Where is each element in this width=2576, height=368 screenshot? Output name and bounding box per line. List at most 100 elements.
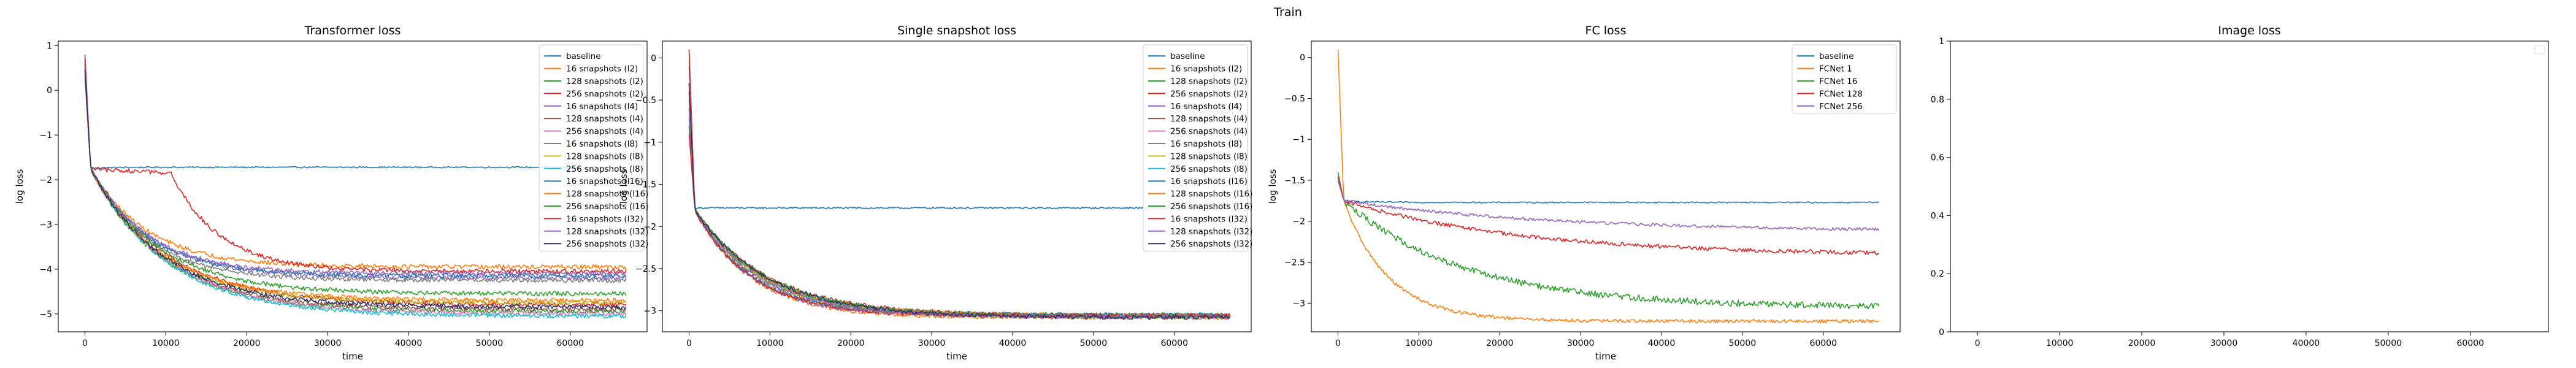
legend-entry: baseline xyxy=(566,52,601,61)
x-tick-label: 10000 xyxy=(1405,339,1433,348)
plot-frame xyxy=(1950,40,2549,332)
chart-panel-3: FC loss 0 10000 20000 30000 40000 50000 60000 −3… xyxy=(1267,24,1901,362)
y-tick-label: −1 xyxy=(643,138,656,148)
series-line xyxy=(84,59,627,274)
chart-title: Transformer loss xyxy=(304,24,401,37)
series-line xyxy=(84,74,627,278)
y-tick-label: 0.2 xyxy=(1931,269,1944,279)
chart-panel-4: Image loss 0 10000 20000 30000 40000 50000 6000… xyxy=(1931,24,2549,348)
y-tick-label: −1 xyxy=(1292,135,1305,145)
x-tick-label: 10000 xyxy=(756,339,784,348)
x-axis-label: time xyxy=(1595,351,1616,362)
legend-box xyxy=(1143,44,1248,251)
legend-entry: 16 snapshots (l2) xyxy=(566,64,638,74)
x-tick-label: 20000 xyxy=(233,339,261,348)
legend-entry: 16 snapshots (l32) xyxy=(1170,214,1248,224)
series-group xyxy=(688,49,1231,320)
legend-entry: 16 snapshots (l4) xyxy=(1170,102,1242,112)
y-tick-label: −2.5 xyxy=(635,264,656,274)
series-line xyxy=(1337,49,1880,324)
y-tick-label: −1.5 xyxy=(635,180,656,190)
y-tick-label: 0 xyxy=(1300,53,1305,63)
legend-entry: 256 snapshots (l32) xyxy=(566,239,648,249)
legend-entry: FCNet 16 xyxy=(1819,77,1857,86)
legend-entry: FCNet 1 xyxy=(1819,64,1852,74)
x-tick-label: 40000 xyxy=(1648,339,1676,348)
y-tick-label: −1.5 xyxy=(1284,176,1305,186)
legend-entry: 128 snapshots (l8) xyxy=(1170,151,1248,161)
x-tick-label: 40000 xyxy=(395,339,423,348)
legend-entry: 256 snapshots (l2) xyxy=(566,89,643,99)
x-tick-label: 60000 xyxy=(1160,339,1188,348)
x-axis-label: time xyxy=(946,351,967,362)
chart-title: FC loss xyxy=(1585,24,1627,37)
legend-entry: FCNet 256 xyxy=(1819,102,1863,112)
x-tick-label: 60000 xyxy=(2456,339,2484,348)
y-axis-label: log loss xyxy=(1267,169,1278,204)
x-tick-label: 0 xyxy=(82,339,88,348)
y-tick-label: 0 xyxy=(651,53,656,63)
series-line xyxy=(1337,172,1880,310)
x-tick-label: 50000 xyxy=(1729,339,1757,348)
legend-entry: 128 snapshots (l32) xyxy=(566,227,648,237)
legend-entry: 128 snapshots (l2) xyxy=(566,77,643,86)
legend: baseline FCNet 1 FCNet 16 FCNet 128 FCNet 25… xyxy=(1792,44,1897,114)
y-tick-label: −4 xyxy=(39,265,52,275)
legend-entry: 16 snapshots (l16) xyxy=(566,177,643,186)
y-axis-label: log loss xyxy=(618,169,629,204)
x-tick-label: 30000 xyxy=(314,339,342,348)
chart-panel-1: Transformer loss 0 10000 20000 30000 40000 500… xyxy=(14,24,648,362)
legend-entry: 128 snapshots (l32) xyxy=(1170,227,1252,237)
series-line xyxy=(1337,180,1880,231)
legend-entry: 16 snapshots (l16) xyxy=(1170,177,1248,186)
y-tick-label: −3 xyxy=(643,307,656,316)
y-tick-label: −2 xyxy=(39,175,52,185)
plot-frame xyxy=(1311,40,1901,332)
series-line xyxy=(1337,176,1879,256)
y-tick-label: −2.5 xyxy=(1284,258,1305,268)
y-tick-label: −0.5 xyxy=(1284,94,1305,104)
series-line xyxy=(1337,176,1879,204)
legend-entry: 16 snapshots (l32) xyxy=(566,214,643,224)
series-line xyxy=(688,83,1230,320)
x-tick-label: 60000 xyxy=(1809,339,1837,348)
legend-entry: 256 snapshots (l2) xyxy=(1170,89,1248,99)
x-tick-label: 50000 xyxy=(476,339,504,348)
legend-entry: 256 snapshots (l16) xyxy=(566,202,648,212)
y-tick-label: 0.6 xyxy=(1931,153,1944,163)
y-tick-label: 1 xyxy=(47,41,52,51)
legend-entry: 256 snapshots (l4) xyxy=(1170,127,1248,137)
y-tick-label: −2 xyxy=(643,222,656,232)
legend-entry: 128 snapshots (l2) xyxy=(1170,77,1248,86)
legend-entry: 16 snapshots (l8) xyxy=(1170,139,1242,149)
y-tick-label: −0.5 xyxy=(635,96,656,105)
legend-entry: baseline xyxy=(1819,52,1854,61)
legend-entry: 128 snapshots (l4) xyxy=(566,114,643,124)
legend-entry: 256 snapshots (l4) xyxy=(566,127,643,137)
y-tick-label: −2 xyxy=(1292,217,1305,227)
legend-entry: 16 snapshots (l8) xyxy=(566,139,638,149)
x-axis-label: time xyxy=(342,351,363,362)
series-group xyxy=(84,54,627,319)
x-tick-label: 10000 xyxy=(2046,339,2074,348)
x-tick-label: 40000 xyxy=(999,339,1027,348)
y-tick-label: 0.8 xyxy=(1931,95,1944,105)
x-tick-label: 50000 xyxy=(1080,339,1108,348)
x-tick-label: 30000 xyxy=(918,339,946,348)
legend: baseline 16 snapshots (l2) 128 snapshots (… xyxy=(539,44,648,251)
series-line xyxy=(84,70,627,310)
x-tick-label: 50000 xyxy=(2375,339,2402,348)
y-tick-label: −3 xyxy=(1292,299,1305,309)
y-tick-label: −1 xyxy=(39,131,52,140)
legend-entry: 256 snapshots (l8) xyxy=(1170,164,1248,174)
figure-suptitle: Train xyxy=(1273,6,1302,19)
x-tick-label: 20000 xyxy=(837,339,865,348)
y-tick-label: 0 xyxy=(47,86,52,96)
plot-frame xyxy=(58,40,648,332)
legend-entry: 128 snapshots (l16) xyxy=(566,190,648,199)
y-tick-label: 1 xyxy=(1939,37,1944,47)
series-line xyxy=(84,61,627,297)
series-line xyxy=(84,67,626,304)
legend-entry: baseline xyxy=(1170,52,1205,61)
